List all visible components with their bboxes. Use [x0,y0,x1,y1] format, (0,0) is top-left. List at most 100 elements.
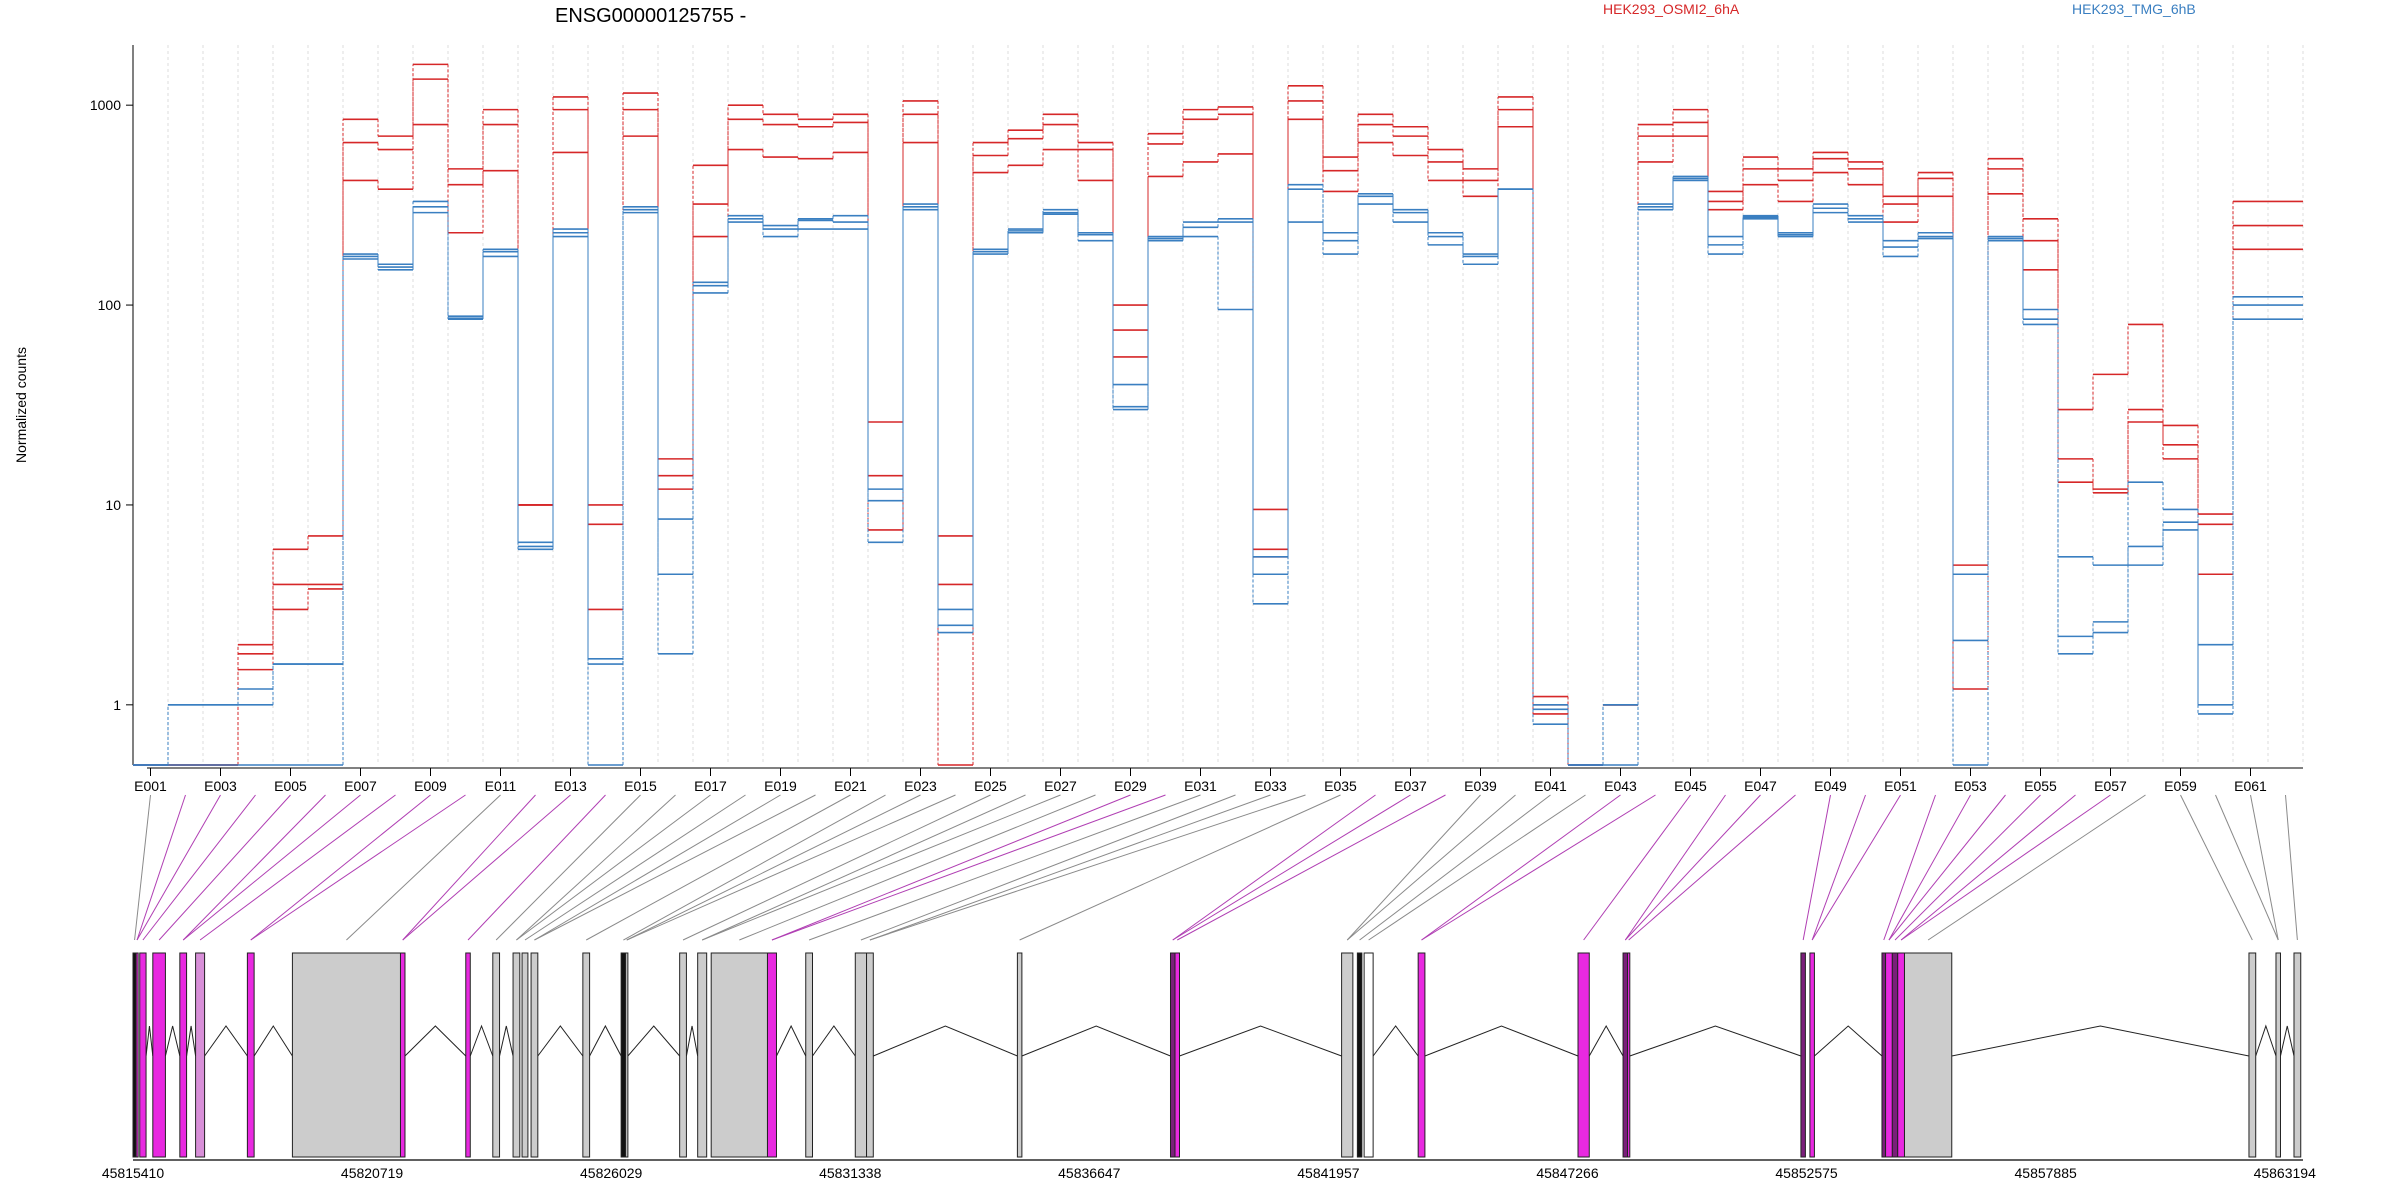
exon-connector [182,794,326,941]
exon-box [195,952,206,1158]
x-tick-label: E057 [2094,778,2127,794]
exon-box [866,952,874,1158]
exon-box [1577,952,1590,1158]
exon-connectors [134,794,2298,941]
x-tick-label: E035 [1324,778,1357,794]
coordinate-tick-label: 45841957 [1297,1165,1360,1181]
exon-box [530,952,539,1158]
intron-line [1629,1025,1802,1057]
intron-line [1424,1025,1579,1057]
exon-connector [771,794,1131,941]
exon-box [2293,952,2302,1158]
intron-line [1951,1025,2250,1057]
intron-line [537,1025,584,1057]
exon-connector [771,794,1166,941]
exon-box [679,952,687,1158]
exon-connector [1019,794,1341,941]
coordinate-tick-label: 45820719 [341,1165,404,1181]
exon-box [620,952,627,1158]
x-tick-label: E053 [1954,778,1987,794]
exon-connector [585,794,851,941]
exon-connector [1172,794,1411,941]
x-tick-label: E015 [624,778,657,794]
intron-line [2279,1025,2295,1057]
exon-connector [1883,794,1936,941]
intron-line [164,1025,181,1057]
intron-line [404,1025,467,1057]
exon-box [465,952,471,1158]
gene-model: 45815410 45820719 45826029 45831338 45836647… [102,952,2317,1181]
exon-connector [1421,794,1621,941]
exon-connector [869,794,1306,941]
exon-box [512,952,521,1158]
exon-box [582,952,591,1158]
intron-line [812,1025,856,1057]
y-tick-label: 10 [105,497,121,513]
exon-box [1417,952,1426,1158]
exon-connector [158,794,291,941]
x-tick-label: E011 [485,778,517,794]
exon-box [1903,952,1953,1158]
x-tick-label: E061 [2234,778,2267,794]
exon-box [1891,952,1899,1158]
exon-box [766,952,777,1158]
exon-box [625,952,629,1158]
x-tick-label: E037 [1394,778,1427,794]
exon-connector [1359,794,1551,941]
x-tick-label: E033 [1254,778,1287,794]
intron-line [145,1025,154,1057]
exon-box [1885,952,1893,1158]
legend-label-tmg: HEK293_TMG_6hB [2072,1,2196,17]
intron-line [204,1025,248,1057]
x-tick-label: E055 [2024,778,2057,794]
x-tick-label: E017 [694,778,727,794]
exon-connector [626,794,921,941]
exon-box [492,952,501,1158]
exon-box [1897,952,1905,1158]
y-tick-label: 1 [113,697,121,713]
series-6 [133,179,2303,766]
exon-connector [1624,794,1726,941]
x-tick-label: E051 [1884,778,1917,794]
exon-box [1169,952,1176,1158]
exon-box [1363,952,1374,1158]
exon-box [1809,952,1815,1158]
exon-box [1800,952,1806,1158]
x-tick-label: E059 [2164,778,2197,794]
exon-box [152,952,166,1158]
exon-connector [1811,794,1866,941]
exon-connector [182,794,361,941]
exon-box [521,952,529,1158]
exon-box [1881,952,1887,1158]
x-tick-label: E041 [1534,778,1567,794]
exon-connector [1346,794,1516,941]
x-tick-label: E049 [1814,778,1847,794]
exon-connector [2250,794,2279,941]
coordinate-tick-label: 45852575 [1775,1165,1838,1181]
coordinate-tick-label: 45863194 [2254,1165,2317,1181]
intron-line [1588,1024,1624,1057]
exon-box [697,952,708,1158]
x-tick-label: E027 [1044,778,1077,794]
intron-line [1179,1025,1342,1057]
exon-box [854,952,868,1158]
exon-connector [346,794,501,941]
x-tick-label: E023 [904,778,937,794]
x-tick-label: E039 [1464,778,1497,794]
exon-connector [739,794,1096,941]
intron-line [1372,1025,1419,1057]
y-tick-label: 1000 [90,97,121,113]
exon-connector [808,794,1201,941]
exon-connector [534,794,816,941]
exon-connector [1888,794,1971,941]
x-tick-label: E043 [1604,778,1637,794]
exon-connector [701,794,1061,941]
axes: 1 10 100 1000 E001 E003 E005 E007 E009 E011 E013 E0… [90,45,2303,794]
exon-connector [623,794,886,941]
exon-box [1016,952,1023,1158]
exon-connector [467,794,606,941]
x-tick-label: E029 [1114,778,1147,794]
x-tick-label: E001 [134,778,167,794]
exon-connector [1172,794,1376,941]
